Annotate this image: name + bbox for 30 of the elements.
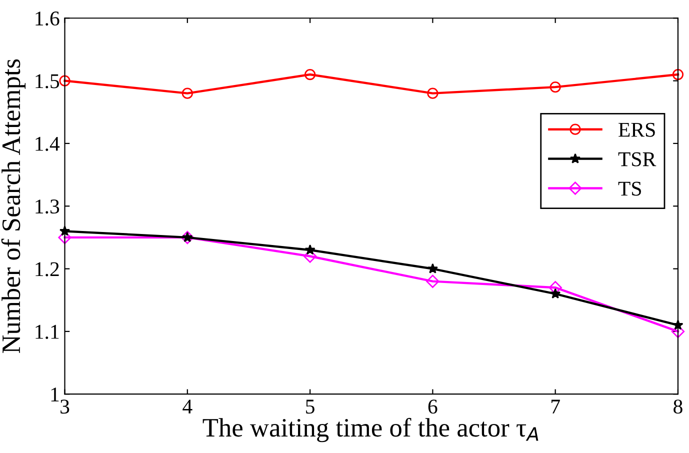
point xyxy=(182,88,193,99)
point xyxy=(550,288,561,298)
y-tick-label: 1.2 xyxy=(36,262,59,276)
point xyxy=(550,81,561,93)
x-tick-label: 8 xyxy=(674,400,682,414)
point xyxy=(672,68,684,80)
y-axis-title: Number of Search Attempts xyxy=(1,59,26,354)
point xyxy=(672,320,684,330)
point xyxy=(59,75,70,86)
x-tick-label: 4 xyxy=(182,400,192,414)
point xyxy=(304,68,316,80)
y-tick-label: 1 xyxy=(51,388,59,402)
legend-label: ERS xyxy=(618,122,655,137)
y-tick-label: 1.3 xyxy=(36,200,60,214)
point xyxy=(304,244,316,255)
point xyxy=(427,263,438,274)
y-tick-label: 1.1 xyxy=(36,324,59,339)
legend-label: TSR xyxy=(618,152,656,166)
x-axis-title: The waiting time of the actor τ$_{A}$ xyxy=(202,418,538,442)
point xyxy=(426,274,440,288)
legend-label: TS xyxy=(618,182,641,196)
x-tick-label: 6 xyxy=(428,400,438,414)
point xyxy=(427,88,438,99)
y-tick-label: 1.6 xyxy=(36,12,60,26)
y-tick-label: 1.4 xyxy=(36,136,60,151)
x-tick-label: 7 xyxy=(552,400,560,414)
x-tick-label: 3 xyxy=(60,400,70,414)
point xyxy=(59,226,70,236)
x-tick-label: 5 xyxy=(306,400,314,414)
y-tick-label: 1.5 xyxy=(36,74,60,88)
